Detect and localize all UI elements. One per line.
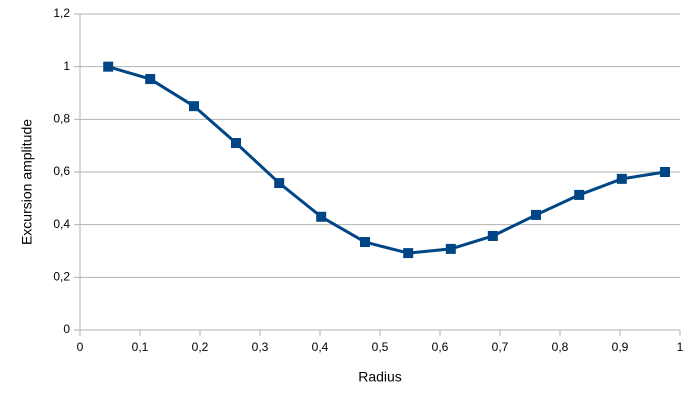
x-tick-label: 0,3 [252,340,269,354]
y-tick-label: 0,4 [53,217,70,231]
data-point [616,173,627,184]
data-point [103,61,114,72]
x-tick-label: 1 [677,340,684,354]
y-tick-label: 1 [63,59,70,73]
x-tick-label: 0 [77,340,84,354]
data-point [316,211,327,222]
x-tick-label: 0,6 [432,340,449,354]
data-point [445,243,456,254]
x-tick-label: 0,4 [312,340,329,354]
y-tick-label: 0,2 [53,270,70,284]
data-point [487,230,498,241]
data-point [531,209,541,220]
x-tick-label: 0,8 [552,340,569,354]
x-tick-label: 0,1 [132,340,149,354]
data-point [403,248,414,259]
y-tick-label: 0,8 [53,112,70,126]
data-point [189,101,199,112]
data-point [360,237,370,248]
x-tick-label: 0,2 [192,340,209,354]
x-tick-label: 0,5 [372,340,389,354]
data-line [107,65,666,255]
x-tick-label: 0,9 [612,340,629,354]
data-point [660,167,670,177]
data-point [574,189,585,200]
x-tick-label: 0,7 [492,340,509,354]
x-axis-label: Radius [358,369,402,385]
y-tick-label: 1,2 [53,6,70,20]
y-tick-label: 0,6 [53,164,70,178]
data-point [145,74,156,85]
y-axis-label: Excursion amplitude [19,119,35,245]
y-tick-label: 0 [63,322,70,336]
data-point [274,178,285,189]
data-point [231,138,241,149]
